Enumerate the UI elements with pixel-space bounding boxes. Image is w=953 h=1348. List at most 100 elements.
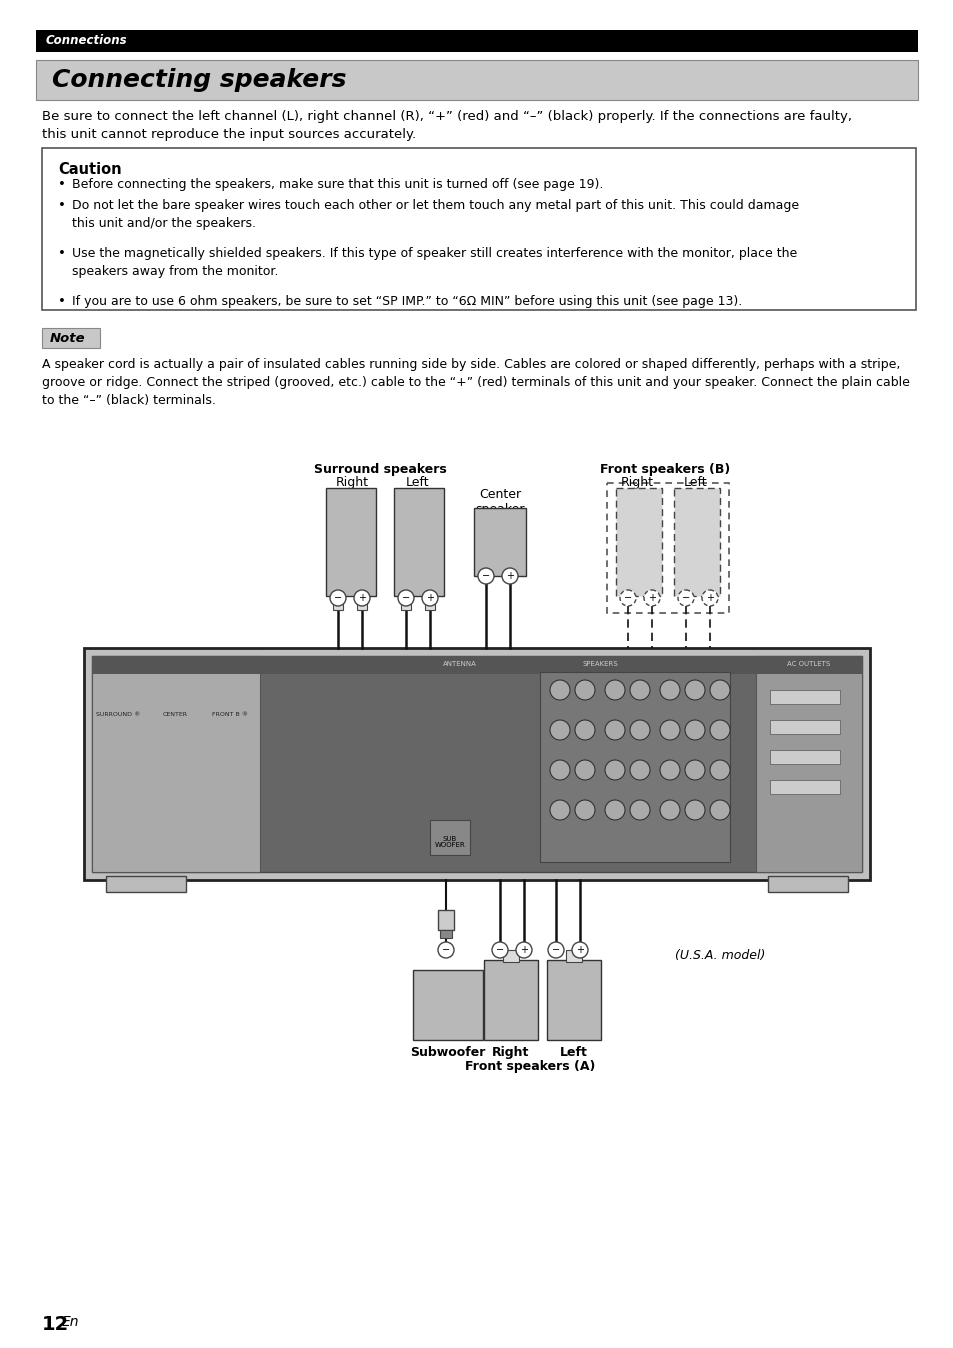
Text: +: + xyxy=(357,593,366,603)
Bar xyxy=(767,876,847,892)
Text: Left: Left xyxy=(683,476,707,489)
Bar xyxy=(36,61,917,100)
Bar xyxy=(673,488,720,596)
Text: +: + xyxy=(647,593,656,603)
Text: +: + xyxy=(426,593,434,603)
Bar xyxy=(439,930,452,938)
Text: Subwoofer: Subwoofer xyxy=(410,1046,485,1060)
Circle shape xyxy=(659,720,679,740)
Circle shape xyxy=(709,679,729,700)
Circle shape xyxy=(659,799,679,820)
Text: (U.S.A. model): (U.S.A. model) xyxy=(674,949,764,961)
Text: SUB
WOOFER: SUB WOOFER xyxy=(435,836,465,848)
Bar xyxy=(91,656,862,872)
Circle shape xyxy=(575,679,595,700)
Bar xyxy=(474,508,525,576)
Circle shape xyxy=(709,760,729,780)
Text: SURROUND ®: SURROUND ® xyxy=(95,713,140,717)
Text: •: • xyxy=(58,295,66,307)
Text: +: + xyxy=(576,945,583,954)
Text: SPEAKERS: SPEAKERS xyxy=(581,661,618,667)
Text: Use the magnetically shielded speakers. If this type of speaker still creates in: Use the magnetically shielded speakers. … xyxy=(71,247,797,278)
Text: A speaker cord is actually a pair of insulated cables running side by side. Cabl: A speaker cord is actually a pair of ins… xyxy=(42,359,909,407)
Text: +: + xyxy=(519,945,527,954)
Circle shape xyxy=(709,799,729,820)
Circle shape xyxy=(547,942,563,958)
Text: •: • xyxy=(58,178,66,191)
Circle shape xyxy=(604,760,624,780)
Bar xyxy=(326,488,375,596)
Circle shape xyxy=(575,760,595,780)
Text: 12: 12 xyxy=(42,1316,70,1335)
Text: −: − xyxy=(681,593,689,603)
Circle shape xyxy=(330,590,346,607)
Text: −: − xyxy=(334,593,342,603)
Bar xyxy=(91,656,862,674)
Bar xyxy=(106,876,186,892)
Circle shape xyxy=(659,679,679,700)
Bar xyxy=(424,596,435,611)
Bar xyxy=(394,488,443,596)
Text: Connections: Connections xyxy=(46,35,128,47)
Bar xyxy=(91,656,260,872)
Circle shape xyxy=(629,720,649,740)
Text: Connecting speakers: Connecting speakers xyxy=(52,67,346,92)
Text: Right: Right xyxy=(619,476,653,489)
Text: Be sure to connect the left channel (L), right channel (R), “+” (red) and “–” (b: Be sure to connect the left channel (L),… xyxy=(42,111,851,142)
Text: Right: Right xyxy=(492,1046,529,1060)
Text: ANTENNA: ANTENNA xyxy=(442,661,476,667)
Text: Left: Left xyxy=(406,476,430,489)
Circle shape xyxy=(550,799,569,820)
Text: −: − xyxy=(481,572,490,581)
Bar xyxy=(333,596,343,611)
Text: Front speakers (B): Front speakers (B) xyxy=(599,462,729,476)
Circle shape xyxy=(629,760,649,780)
Text: Do not let the bare speaker wires touch each other or let them touch any metal p: Do not let the bare speaker wires touch … xyxy=(71,200,799,231)
Bar xyxy=(42,328,100,348)
Circle shape xyxy=(604,799,624,820)
Circle shape xyxy=(684,760,704,780)
Circle shape xyxy=(678,590,693,607)
Bar xyxy=(84,648,869,880)
Bar xyxy=(430,820,470,855)
Text: Right: Right xyxy=(335,476,368,489)
Bar xyxy=(356,596,367,611)
Bar xyxy=(502,950,518,962)
Circle shape xyxy=(629,679,649,700)
Text: −: − xyxy=(441,945,450,954)
Circle shape xyxy=(550,720,569,740)
Bar xyxy=(755,656,862,872)
Circle shape xyxy=(477,568,494,584)
Circle shape xyxy=(684,720,704,740)
Circle shape xyxy=(701,590,718,607)
Circle shape xyxy=(397,590,414,607)
Circle shape xyxy=(659,760,679,780)
Circle shape xyxy=(572,942,587,958)
Circle shape xyxy=(492,942,507,958)
Text: Surround speakers: Surround speakers xyxy=(314,462,446,476)
Circle shape xyxy=(604,679,624,700)
Bar xyxy=(616,488,661,596)
Circle shape xyxy=(629,799,649,820)
Text: +: + xyxy=(705,593,713,603)
Text: FRONT B ®: FRONT B ® xyxy=(212,713,248,717)
Circle shape xyxy=(684,799,704,820)
Bar xyxy=(769,749,840,764)
Text: Note: Note xyxy=(50,332,86,345)
Bar xyxy=(400,596,411,611)
Bar xyxy=(606,483,728,613)
Text: Caution: Caution xyxy=(58,162,121,177)
Text: Center
speaker: Center speaker xyxy=(475,488,524,516)
Bar xyxy=(483,960,537,1041)
Circle shape xyxy=(550,679,569,700)
Bar xyxy=(546,960,600,1041)
Text: If you are to use 6 ohm speakers, be sure to set “SP IMP.” to “6Ω MIN” before us: If you are to use 6 ohm speakers, be sur… xyxy=(71,295,741,307)
Circle shape xyxy=(619,590,636,607)
Circle shape xyxy=(437,942,454,958)
Bar xyxy=(36,30,917,53)
Text: Left: Left xyxy=(559,1046,587,1060)
Text: En: En xyxy=(62,1316,79,1329)
Circle shape xyxy=(575,720,595,740)
Bar xyxy=(539,673,729,861)
Circle shape xyxy=(643,590,659,607)
